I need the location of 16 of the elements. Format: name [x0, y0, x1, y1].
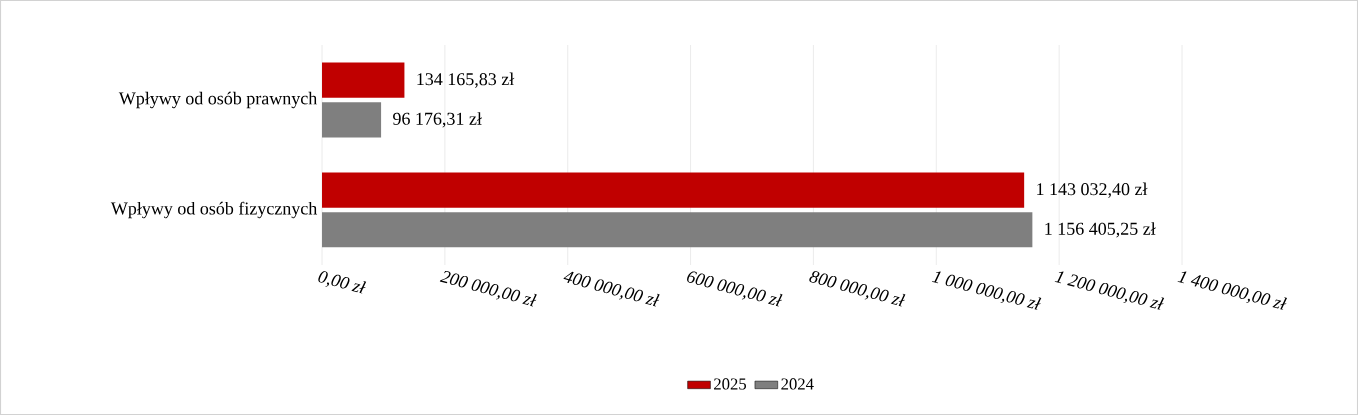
x-tick-label: 400 000,00 zł [563, 271, 660, 307]
x-tick-label: 800 000,00 zł [809, 271, 906, 307]
x-tick-label: 600 000,00 zł [687, 271, 783, 307]
data-label: 134 165,83 zł [417, 72, 515, 88]
x-tick-label: 1 200 000,00 zł [1054, 271, 1165, 310]
legend-label: 2024 [781, 378, 814, 390]
data-label: 1 143 032,40 zł [1037, 182, 1148, 198]
y-tick-label: Wpływy od osób prawnych [118, 91, 318, 109]
x-tick-label: 200 000,00 zł [439, 270, 537, 307]
y-tick-label: Wpływy od osób fizycznych [110, 201, 318, 219]
legend-label: 2025 [714, 378, 747, 390]
data-label: 1 156 405,25 zł [1045, 222, 1156, 238]
x-tick-label: 1 000 000,00 zł [931, 271, 1042, 310]
data-label: 96 176,31 zł [393, 112, 482, 128]
x-tick-label: 0,00 zł [318, 271, 367, 294]
x-tick-label: 1 400 000,00 zł [1177, 271, 1288, 310]
